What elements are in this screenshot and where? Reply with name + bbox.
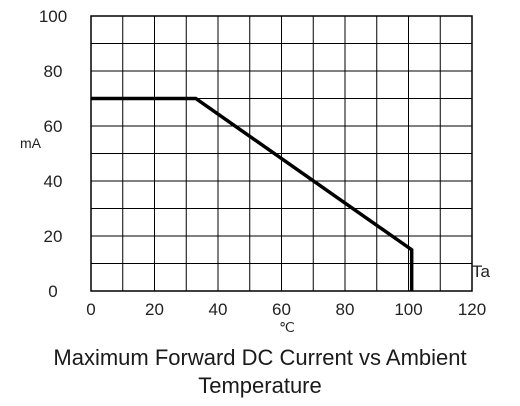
x-tick-label: 20 xyxy=(145,300,164,319)
y-tick-label: 60 xyxy=(44,117,63,136)
x-tick-label: 0 xyxy=(86,300,95,319)
series-line-1 xyxy=(91,96,414,291)
x-tick-label: 100 xyxy=(394,300,422,319)
plot-border xyxy=(90,15,473,292)
y-tick-labels: 0 20 40 60 80 100 xyxy=(39,7,67,301)
x-tick-labels: 0 20 40 60 80 100 120 xyxy=(86,300,486,319)
x-tick-label: 80 xyxy=(336,300,355,319)
x-tick-label: 120 xyxy=(458,300,486,319)
y-tick-label: 40 xyxy=(44,172,63,191)
y-axis-label: mA xyxy=(20,135,42,151)
x-axis-end-label: Ta xyxy=(472,262,491,281)
x-tick-label: 40 xyxy=(209,300,228,319)
x-axis-label: ℃ xyxy=(279,319,295,335)
y-tick-label: 80 xyxy=(44,62,63,81)
y-tick-label: 20 xyxy=(44,227,63,246)
series-layer xyxy=(91,96,414,291)
chart-title-line-1: Maximum Forward DC Current vs Ambient xyxy=(53,345,466,370)
y-tick-label: 0 xyxy=(48,282,57,301)
chart-title-line-2: Temperature xyxy=(198,373,322,398)
plot-frame xyxy=(90,15,473,292)
y-tick-label: 100 xyxy=(39,7,67,26)
x-tick-label: 60 xyxy=(272,300,291,319)
grid xyxy=(91,16,472,291)
